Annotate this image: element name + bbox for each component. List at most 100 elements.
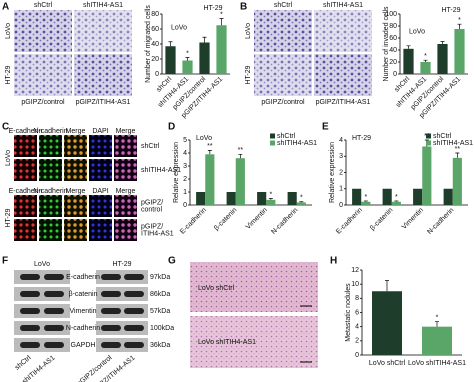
fluorescence-image: [64, 195, 87, 217]
x-tick-label: N-cadherin: [426, 207, 455, 236]
condition-label: shCtrl: [141, 143, 160, 150]
x-tick-label: Vimentin: [245, 207, 269, 231]
fluorescence-image: [114, 195, 137, 217]
bar: [199, 42, 210, 74]
blot: [14, 287, 70, 301]
error-bar: [394, 200, 399, 202]
y-tick-label: 4: [355, 324, 359, 331]
y-tick-label: 8: [355, 295, 359, 302]
error-bar: [238, 153, 243, 159]
error-bar: [268, 198, 273, 200]
y-tick-label: 1: [183, 189, 187, 196]
bar: [226, 192, 236, 205]
micrograph: [14, 54, 72, 96]
error-bar: [455, 152, 460, 158]
band: [124, 325, 144, 331]
fluorescence-image: [14, 195, 37, 217]
group-label: HT-29: [112, 261, 131, 268]
y-tick-label: 6: [355, 309, 359, 316]
bar: [422, 146, 432, 205]
y-tick-label: 60: [389, 35, 397, 42]
size-label: 97kDa: [150, 274, 170, 281]
fluorescence-image: [89, 219, 112, 241]
group-label: HT-29: [441, 7, 460, 14]
micrograph: [254, 54, 312, 96]
y-tick-label: 0: [355, 352, 359, 359]
x-tick-label: Vimentin: [401, 207, 425, 231]
fluorescence-image: [64, 219, 87, 241]
chart-title: HT-29: [352, 135, 371, 142]
blot: [96, 270, 148, 284]
fluorescence-image: [39, 195, 62, 217]
significance: *: [436, 315, 439, 322]
bar: [361, 201, 371, 205]
significance: **: [207, 143, 213, 150]
band: [124, 274, 144, 280]
micrograph: [314, 10, 372, 52]
y-tick-label: 0: [155, 71, 159, 78]
bar: [235, 158, 245, 205]
y-tick-label: 40: [151, 41, 159, 48]
y-tick-label: 2: [355, 338, 359, 345]
column-label: Merge: [116, 188, 136, 195]
bar: [182, 60, 193, 74]
band: [20, 291, 40, 297]
band: [20, 325, 40, 331]
bar: [443, 188, 453, 205]
column-label: DAPI: [92, 128, 108, 135]
row-label: HT-29: [5, 208, 12, 227]
legend-swatch: [426, 140, 431, 146]
tissue-image: [190, 316, 318, 368]
y-tick-label: 2: [339, 169, 343, 176]
panel-b-images: shCtrl shITIH4-AS1 LoVo HT-29 pGIPZ/cont…: [245, 2, 372, 106]
fluorescence-image: [114, 159, 137, 181]
y-tick-label: 2: [183, 176, 187, 183]
micrograph: [74, 10, 132, 52]
blot: [14, 270, 70, 284]
legend-label: shCtrl: [277, 133, 296, 140]
fluorescence-image: [39, 219, 62, 241]
band: [101, 342, 121, 348]
x-tick-label: E-cadherin: [335, 207, 364, 236]
y-tick-label: 20: [151, 56, 159, 63]
significance: **: [455, 146, 461, 153]
error-bar: [299, 201, 304, 203]
bar: [413, 188, 423, 205]
column-label: Merge: [66, 188, 86, 195]
chart-title: LoVo: [196, 135, 212, 142]
panel-f-blots: LoVo HT-29 E-cadherin 97kDa β-catenin 86kDa…: [14, 261, 174, 382]
bar: [452, 157, 462, 205]
micrograph: [74, 54, 132, 96]
size-label: 100kDa: [150, 325, 174, 332]
tissue-image: [190, 262, 318, 312]
band: [101, 325, 121, 331]
fluorescence-image: [89, 135, 112, 157]
protein-label: N-cadherin: [66, 325, 100, 332]
y-tick-label: 60: [151, 26, 159, 33]
y-tick-label: 0: [339, 202, 343, 209]
band: [101, 274, 121, 280]
blot: [96, 304, 148, 318]
column-label: shITIH4-AS1: [83, 2, 123, 9]
bar: [196, 192, 206, 205]
band: [101, 308, 121, 314]
y-tick-label: 20: [389, 59, 397, 66]
fluorescence-image: [89, 159, 112, 181]
y-axis-label: Relative expression: [329, 142, 336, 203]
micrograph: [314, 54, 372, 96]
condition-label: shITIH4-AS1: [141, 167, 181, 174]
blot: [14, 304, 70, 318]
x-tick-label: N-cadherin: [270, 207, 299, 236]
panel-a-images: shCtrl shITIH4-AS1 LoVo HT-29 pGIPZ/cont…: [5, 2, 132, 106]
bar: [437, 44, 448, 74]
band: [20, 274, 40, 280]
error-bar: [219, 18, 224, 26]
significance: *: [458, 17, 461, 24]
significance: *: [424, 53, 427, 60]
bar: [165, 46, 176, 74]
blot: [96, 338, 148, 352]
error-bar: [168, 41, 173, 47]
condition-label: pGIPZ/: [141, 199, 163, 206]
column-label: N-cadherin: [33, 188, 67, 195]
